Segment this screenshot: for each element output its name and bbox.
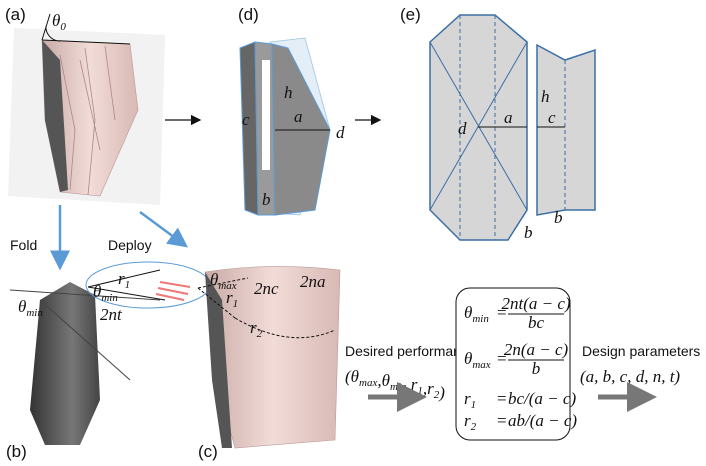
layers: [156, 282, 190, 300]
equals: =: [497, 389, 507, 408]
panel-label: (a): [5, 5, 26, 24]
dim-label: d: [458, 119, 467, 138]
arrow-label: Deploy: [108, 237, 152, 253]
thickness-label: 2nt: [100, 305, 123, 324]
figure: (a) θ0 (d) h c a d b (e) d a h c b b Fol…: [0, 0, 706, 466]
numerator: 2n(a − c): [504, 340, 569, 359]
subscript: min: [472, 313, 489, 325]
subscript: min: [390, 381, 407, 393]
symbol: θ: [18, 297, 26, 316]
panel-label: (c): [198, 442, 218, 461]
dim-label: h: [541, 87, 550, 106]
equation-rhs: bc/(a − c): [508, 389, 576, 408]
crease-pattern: [537, 45, 595, 215]
equation-rhs: ab/(a − c): [508, 411, 577, 430]
dim-label: b: [262, 190, 271, 209]
panel-label: (d): [238, 5, 259, 24]
width-label: 2na: [300, 272, 326, 291]
dim-label: b: [524, 223, 533, 242]
radius-label: r1: [118, 269, 130, 291]
dim-label: a: [294, 107, 303, 126]
symbol: θ: [351, 367, 359, 386]
symbol: θ: [210, 270, 218, 289]
subscript: 2: [471, 421, 477, 433]
arrow-label: Fold: [10, 237, 37, 253]
output-tuple: (a, b, c, d, n, t): [580, 367, 680, 386]
symbol: θ: [382, 371, 390, 390]
subscript: 1: [471, 399, 477, 411]
slot: [262, 60, 270, 170]
subscript: min: [26, 307, 43, 319]
symbol: θ: [464, 303, 472, 322]
subscript: max: [359, 377, 377, 389]
panel-label: (e): [400, 5, 421, 24]
dim-label: h: [284, 83, 293, 102]
dim-label: c: [242, 110, 250, 129]
dim-label: b: [554, 208, 563, 227]
angle-label: θmin: [18, 297, 43, 319]
subscript: max: [472, 359, 490, 371]
angle-label: θ0: [52, 11, 66, 33]
numerator: 2nt(a − c): [501, 294, 570, 313]
dim-label: c: [548, 108, 556, 127]
subscript: 1: [125, 279, 131, 291]
symbol: θ: [464, 349, 472, 368]
dim-label: d: [336, 123, 345, 142]
denominator: b: [532, 359, 541, 378]
symbol: θ: [93, 282, 101, 301]
output-label: Design parameters: [582, 343, 700, 359]
panel-label: (b): [6, 442, 27, 461]
equals: =: [497, 411, 507, 430]
symbol: θ: [52, 11, 60, 30]
subscript: 2: [257, 328, 263, 340]
subscript: 1: [233, 298, 239, 310]
subscript: 0: [60, 21, 66, 33]
denominator: bc: [528, 313, 545, 332]
width-label: 2nc: [254, 279, 279, 298]
dim-label: a: [504, 108, 513, 127]
subscript: min: [101, 292, 118, 304]
bracket: ): [438, 383, 445, 402]
angle-label: θmin: [93, 282, 118, 304]
